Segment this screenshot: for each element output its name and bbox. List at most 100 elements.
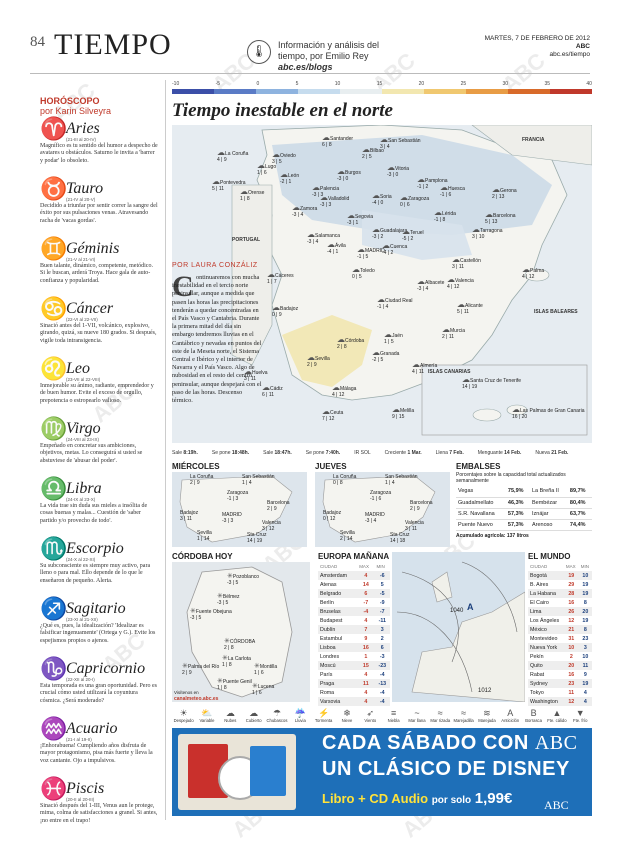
europa-svg <box>396 561 526 703</box>
weather-icon: ☁ <box>332 383 340 392</box>
sign-text: Esta temporada es una gran oportunidad. … <box>40 683 157 704</box>
sun-moon-item: Nueva 21 Feb. <box>535 450 569 456</box>
weather-icon: ☁ <box>307 353 315 362</box>
map-city: ☁Vitoria -3 | 0 <box>387 163 410 178</box>
horoscope-sign: ♌ Leo (23-VII al 22-VIII) Inmejorable su… <box>40 358 158 418</box>
map-city: ☁Ciudad Real -1 | 4 <box>377 295 413 310</box>
legend-item: ⚡ Tormenta <box>312 708 335 726</box>
table-row: Los Ángeles 12 19 <box>530 617 589 624</box>
sun-moon-item: Sale 8:19h. <box>172 450 198 456</box>
mini-map-city: Sevilla 2 | 14 <box>340 530 355 542</box>
miercoles-map: La Coruña 2 | 9 San Sebastián 1 | 4 Zaragoza… <box>172 472 307 547</box>
map-city: ☁Palencia -3 | 3 <box>312 183 340 198</box>
map-city: ☁Orense 1 | 8 <box>240 187 265 202</box>
weather-icon: ☁ <box>392 405 400 414</box>
sign-dates: (22-XII al 20-I) <box>66 677 95 682</box>
weather-icon: ☁ <box>337 335 345 344</box>
weather-icon: ☁ <box>377 295 385 304</box>
legend-item: ▼ Fte. frío <box>569 708 592 726</box>
legend-icon: ▲ <box>552 708 562 718</box>
horoscope-sign: ♓ Piscis (20-II al 20-III) Sinació despu… <box>40 778 158 838</box>
sign-name: Capricornio <box>66 660 146 677</box>
scale-swatch <box>550 89 592 94</box>
map-city: ☁Cádiz 6 | 11 <box>262 383 283 398</box>
legend-item: ❄ Nieve <box>335 708 358 726</box>
cordoba-city: ✳Puente Genil 1 | 8 <box>217 678 252 691</box>
sign-text: Magnífico es tu sentido del humor a desp… <box>40 143 158 164</box>
weather-icon: ☁ <box>357 245 365 254</box>
embalses-panel: EMBALSES Porcentajes sobre la capacidad … <box>456 462 592 539</box>
table-row: Estambul 9 2 <box>320 635 384 642</box>
blog-link[interactable]: abc.es/blogs <box>278 62 333 72</box>
scale-label: 10 <box>334 81 341 87</box>
map-city: ☁Huelva 3 | 11 <box>244 367 268 382</box>
jueves-map: La Coruña 0 | 8 San Sebastián 1 | 4 Zaragoza… <box>315 472 450 547</box>
legend-item: ☁ Nubes <box>219 708 242 726</box>
disney-ad[interactable]: CADA SÁBADO CON ABC UN CLÁSICO DE DISNEY… <box>172 728 592 816</box>
france-label: FRANCIA <box>522 137 545 143</box>
legend-icon: ⚡ <box>318 708 330 718</box>
ad-brand: ABC <box>544 798 569 812</box>
map-city: ☁Guadalajara -3 | 2 <box>372 225 408 240</box>
weather-icon: ☁ <box>387 163 395 172</box>
table-row: Varsovia 4 -4 <box>318 697 390 706</box>
portugal-label: PORTUGAL <box>232 237 261 243</box>
horoscope-heading: HORÓSCOPO por Karin Silveyra <box>40 96 112 116</box>
zodiac-icon: ♓ <box>40 776 68 801</box>
zodiac-icon: ♐ <box>40 596 68 621</box>
scale-label: 40 <box>586 81 592 87</box>
table-row: Tokyo 11 4 <box>530 689 587 696</box>
weather-icon: ☁ <box>402 227 410 236</box>
cordoba-city: ✳Bélmez -3 | 5 <box>217 593 240 606</box>
weather-icon: ☁ <box>382 241 390 250</box>
horoscope-sign: ♐ Sagitario (23-XI al 21-XII) ¿Qué es, p… <box>40 598 158 658</box>
map-city: ☁Valladolid -3 | 3 <box>320 193 350 208</box>
sun-moon-item: Llena 7 Feb. <box>435 450 464 456</box>
legend-item: ☀ Despejado <box>173 708 194 723</box>
map-city: ☁Zamora -3 | 4 <box>292 203 318 218</box>
sign-text: ¡Enhorabuena! Cumpliendo años disfruta d… <box>40 743 153 764</box>
sign-name: Aries <box>66 120 100 137</box>
map-city: ☁Murcia 2 | 11 <box>442 325 466 340</box>
weather-icon: ☁ <box>272 303 280 312</box>
scale-swatch <box>424 89 466 94</box>
scale-swatch <box>172 89 214 94</box>
table-row: Berlín -7 -9 <box>320 599 385 606</box>
map-city: ☁Segovia -3 | 1 <box>347 211 374 226</box>
sign-dates: (22-VI al 22-VII) <box>66 317 98 322</box>
weather-icon: ☁ <box>307 230 315 239</box>
mini-map-city: Barcelona 2 | 9 <box>410 500 433 512</box>
sun-moon-item: Creciente 1 Mar. <box>384 450 422 456</box>
sign-dates: (21-V al 21-VI) <box>66 257 96 262</box>
table-row: Belgrado 6 -5 <box>318 589 390 598</box>
zodiac-icon: ♑ <box>40 656 68 681</box>
horoscope-sign: ♋ Cáncer (22-VI al 22-VII) Sinació antes… <box>40 298 158 358</box>
scale-swatch <box>298 89 340 94</box>
sun-moon-item: Sale 18:47h. <box>263 450 292 456</box>
map-city: ☁Santa Cruz de Tenerife 14 | 19 <box>462 375 522 390</box>
mini-map-city: MADRID -3 | 4 <box>365 512 385 524</box>
table-header: CIUDAD MAX MIN <box>530 564 589 569</box>
legend-item: ≈ Marejadilla <box>453 708 474 723</box>
ad-line-2: UN CLÁSICO DE DISNEY <box>322 758 570 780</box>
weather-icon: ☁ <box>485 210 493 219</box>
table-row: Atenas 14 5 <box>320 581 384 588</box>
embalses-table: Vegas 75,9% La Breña II 89,7% Guadalmellato 4… <box>456 486 592 531</box>
legend-icon: ☀ <box>179 708 188 718</box>
horoscope-sign: ♊ Géminis (21-V al 21-VI) Buen talante, … <box>40 238 158 298</box>
sign-name: Virgo <box>66 420 101 437</box>
weather-icon: ☁ <box>347 211 355 220</box>
sign-name: Cáncer <box>66 300 114 317</box>
mundo-table: CIUDAD MAX MIN Bogotá 19 10 B. Aires 29 19 La Hab… <box>528 562 592 706</box>
jueves-title: JUEVES <box>315 462 347 471</box>
legend-icon: ≡ <box>390 708 397 718</box>
canalmeteo-link[interactable]: canalmeteo.abc.es <box>174 696 219 702</box>
legend-item: B Borrasca <box>522 708 545 726</box>
column-divider <box>165 80 166 820</box>
legend-item: ~ Mar llana <box>405 708 428 726</box>
table-row: Pekín 2 10 <box>530 653 589 660</box>
table-row: Amsterdam 4 -6 <box>318 571 390 580</box>
map-city: ☁Soria -4 | 0 <box>372 191 392 206</box>
miercoles-title: MIÉRCOLES <box>172 462 220 471</box>
mini-map-city: Badajoz 0 | 12 <box>323 510 342 522</box>
